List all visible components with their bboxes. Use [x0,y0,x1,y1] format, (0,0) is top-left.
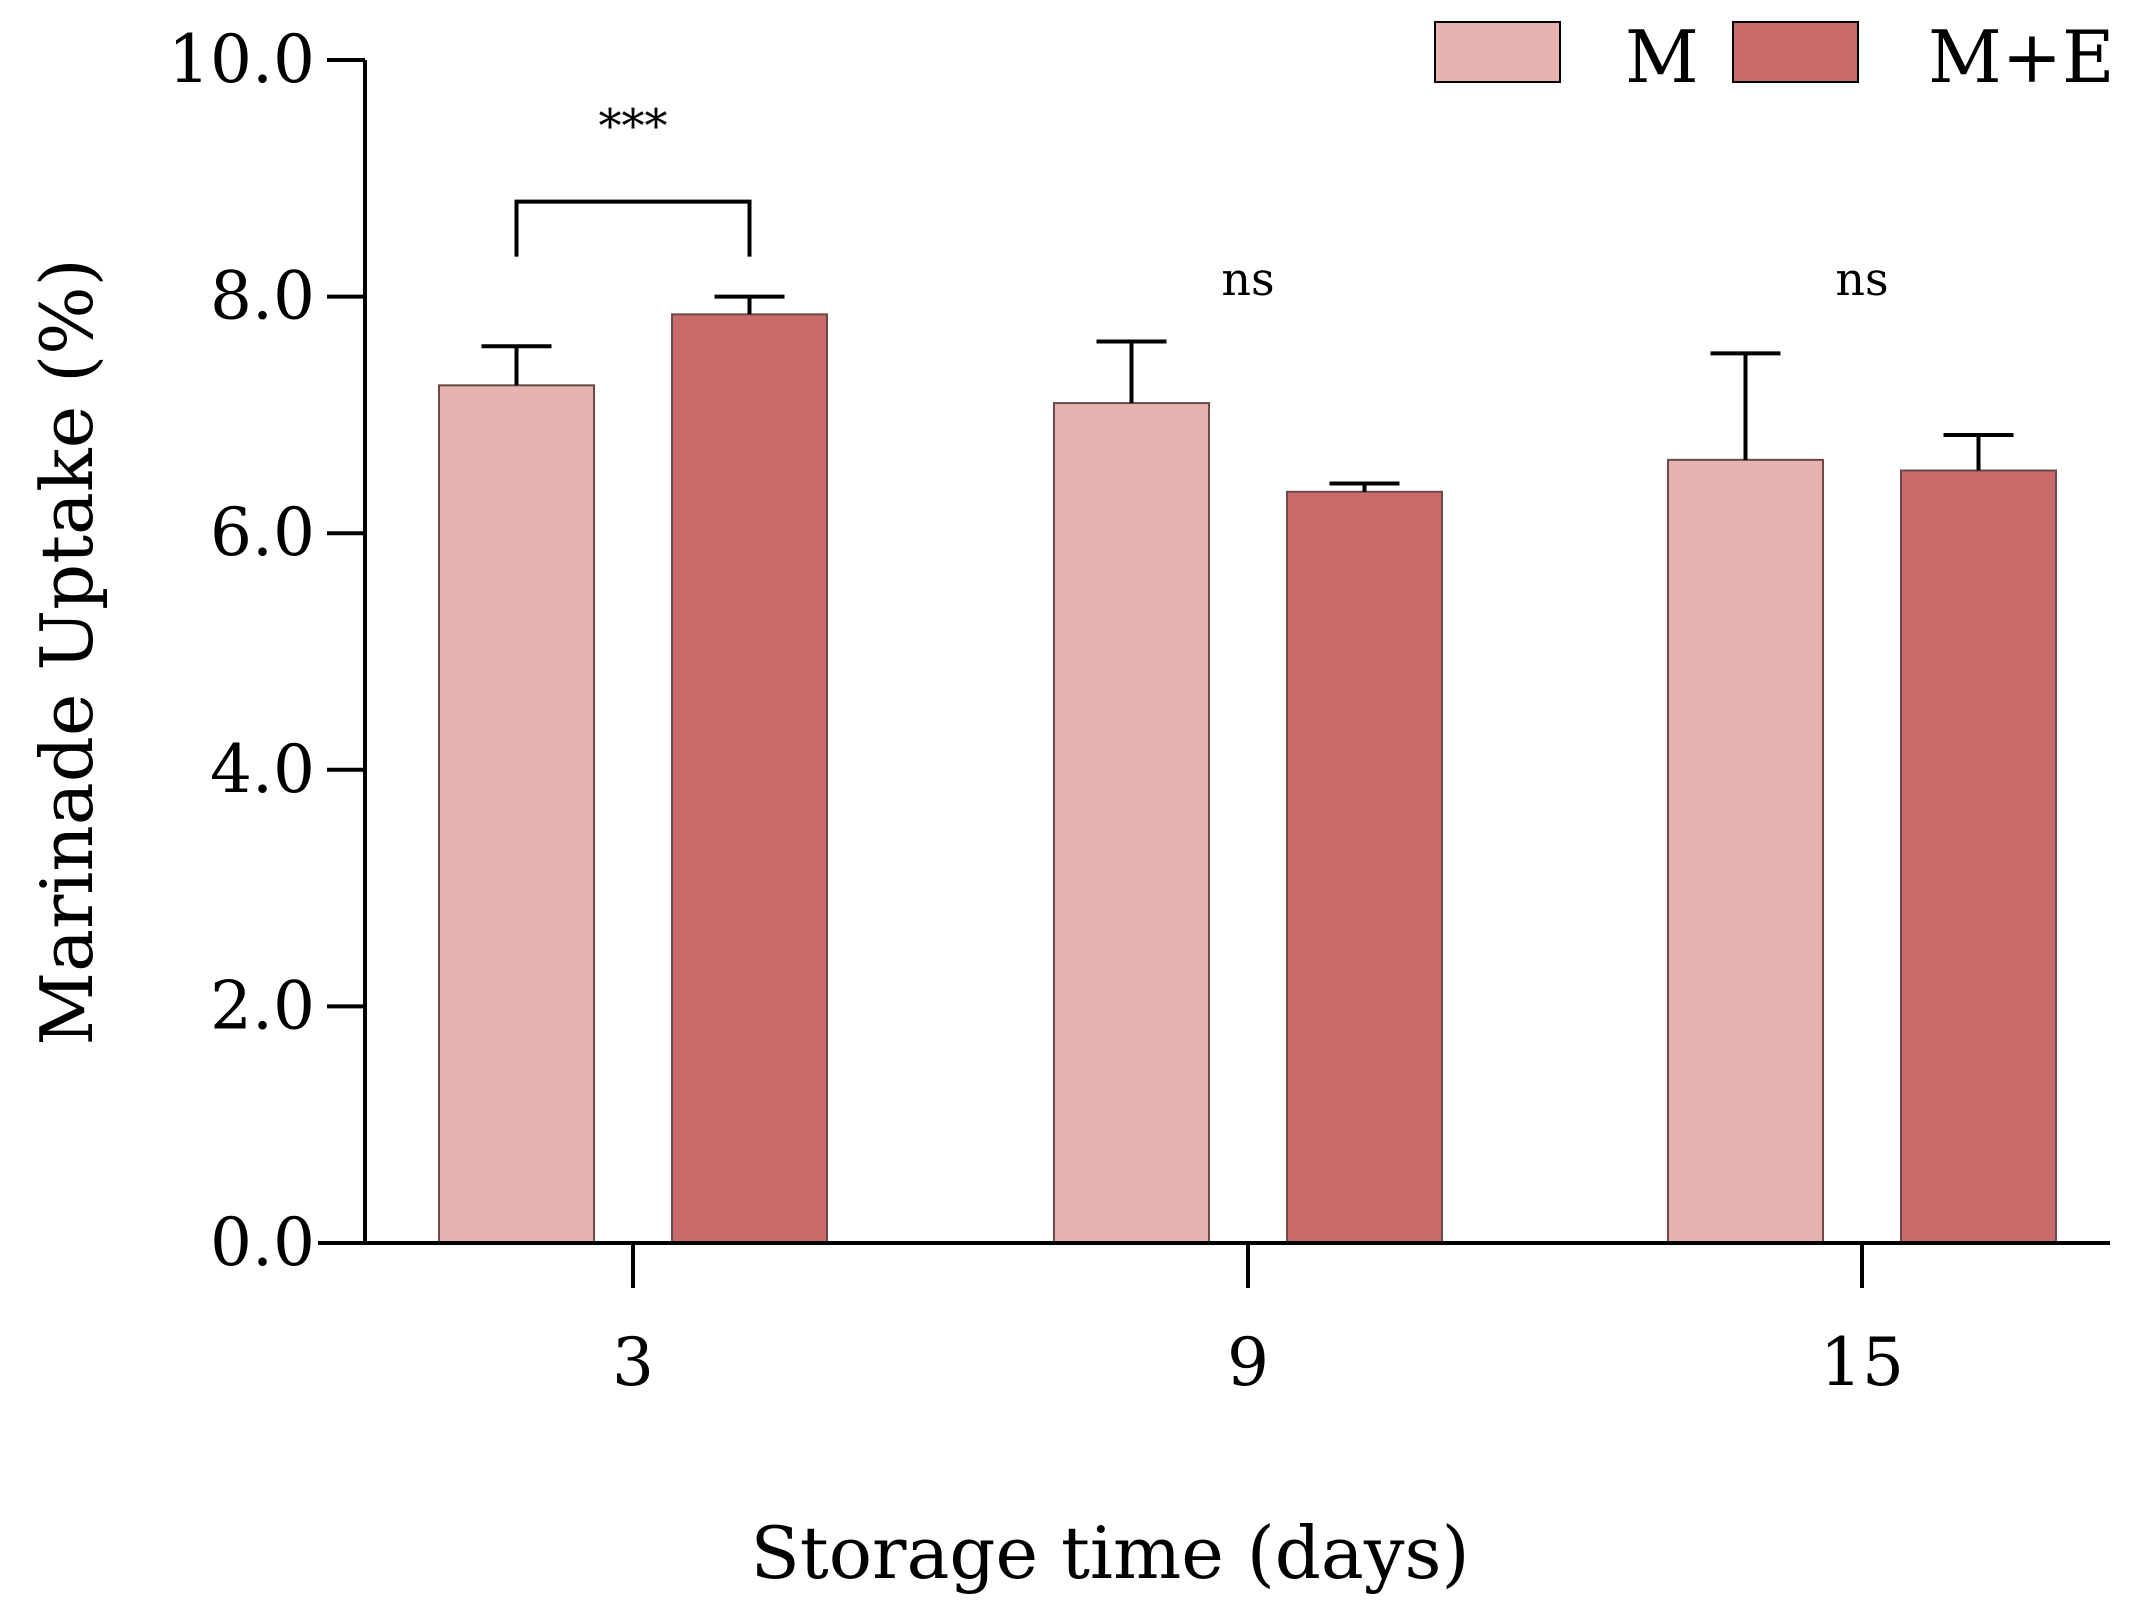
bar-m-e-day-3 [671,313,828,1245]
bar-m-day-3 [438,384,595,1244]
significance-label: ns [1835,252,1888,306]
legend-label-m-e: M+E [1928,15,2115,99]
x-axis-title: Storage time (days) [750,1511,1469,1595]
legend-label-m: M [1625,15,1699,99]
y-tick-label: 2.0 [210,967,315,1044]
x-tick-label: 3 [612,1324,654,1401]
y-tick-label: 8.0 [210,258,315,335]
significance-annotations: *** ns ns [514,99,1889,306]
legend-swatch-m-e [1732,21,1859,83]
legend: M M+E [1434,15,2115,99]
bar-m-e-day-9 [1286,490,1443,1245]
y-tick-label: 4.0 [210,731,315,808]
legend-swatch-m [1434,21,1561,83]
bars [438,313,2057,1245]
y-axis-ticks: 0.0 2.0 4.0 6.0 8.0 10.0 [168,21,365,1281]
y-tick-label: 6.0 [210,494,315,571]
bar-m-e-day-15 [1900,469,2057,1245]
x-tick-label: 9 [1227,1324,1269,1401]
y-tick-label: 0.0 [210,1204,315,1281]
error-bars [481,294,2014,492]
significance-label: *** [599,99,668,153]
x-axis-ticks: 3 9 15 [612,1243,1904,1401]
y-tick-label: 10.0 [168,21,315,98]
bar-m-day-15 [1667,458,1824,1244]
y-axis-title: Marinade Uptake (%) [25,258,109,1045]
significance-bracket [514,199,752,257]
bar-m-day-9 [1053,402,1210,1244]
significance-label: ns [1221,252,1274,306]
x-tick-label: 15 [1820,1324,1904,1401]
